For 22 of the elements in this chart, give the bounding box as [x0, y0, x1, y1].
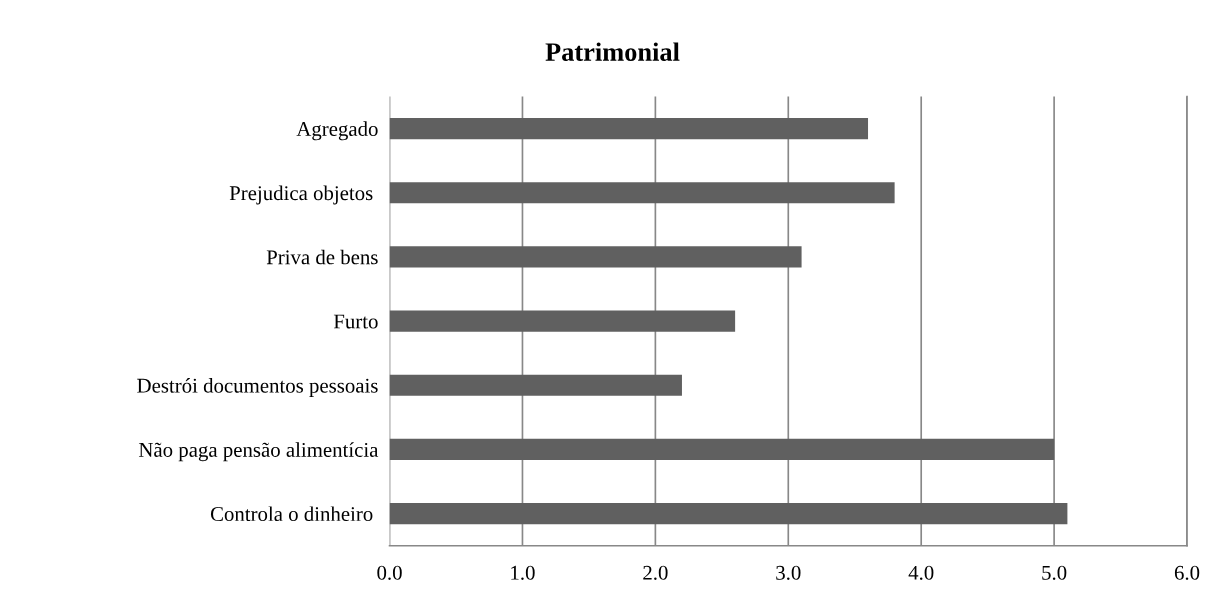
- y-tick-label: Não paga pensão alimentícia: [138, 442, 379, 462]
- bar: [389, 503, 1068, 525]
- x-tick-label: 3.0: [776, 565, 801, 580]
- y-tick-label: Prejudica objetos: [229, 185, 373, 205]
- y-tick-label: Furto: [333, 314, 378, 329]
- bar: [389, 374, 682, 396]
- bar: [389, 310, 736, 332]
- x-tick-label: 2.0: [643, 565, 668, 580]
- chart-title: Patrimonial: [545, 42, 680, 61]
- x-tick-label: 0.0: [377, 565, 402, 580]
- bar: [389, 438, 1055, 461]
- y-tick-label: Agregado: [296, 121, 378, 141]
- bar: [389, 182, 895, 204]
- y-tick-label: Controla o dinheiro: [210, 506, 373, 522]
- bar: [389, 246, 802, 268]
- x-tick-label: 1.0: [511, 565, 535, 580]
- x-tick-label: 6.0: [1174, 565, 1200, 580]
- x-tick-label: 5.0: [1042, 565, 1067, 580]
- y-tick-label: Priva de bens: [266, 249, 378, 265]
- y-tick-label: Destrói documentos pessoais: [137, 378, 378, 397]
- x-tick-label: 4.0: [908, 565, 934, 580]
- bar: [389, 117, 869, 140]
